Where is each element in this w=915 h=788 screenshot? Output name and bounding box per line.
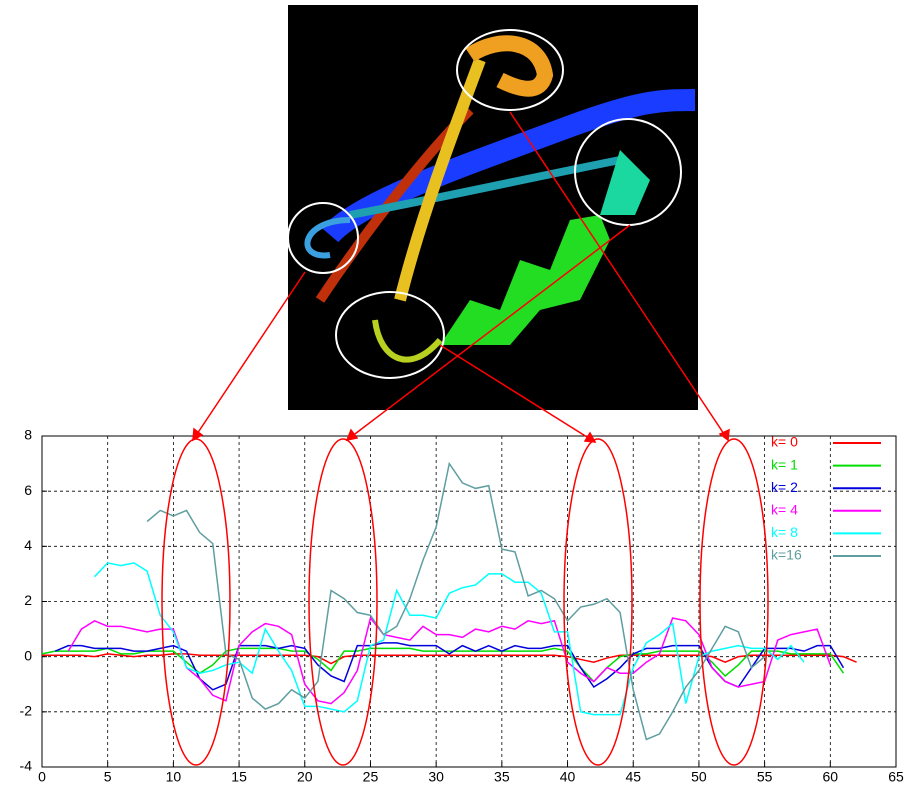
plot: -4 -2 0 2 4 6 8 0 5 10 15 20 25 30 35 40 45 50 55 60 65 k= 0 k… <box>20 427 904 785</box>
series-line <box>42 648 843 681</box>
x-tick-label: 65 <box>888 769 904 785</box>
y-tick-label: -4 <box>20 758 33 774</box>
y-tick-label: 0 <box>24 647 32 663</box>
y-tick-label: 4 <box>24 537 32 553</box>
y-tick-label: 2 <box>24 592 32 608</box>
x-tick-label: 40 <box>560 769 576 785</box>
legend-label: k= 4 <box>771 502 798 518</box>
series-line <box>147 464 765 740</box>
figure: -4 -2 0 2 4 6 8 0 5 10 15 20 25 30 35 40 45 50 55 60 65 k= 0 k… <box>0 0 915 788</box>
x-tick-label: 10 <box>166 769 182 785</box>
legend-label: k= 1 <box>771 456 798 472</box>
x-tick-label: 30 <box>428 769 444 785</box>
x-tick-label: 45 <box>625 769 641 785</box>
x-tick-label: 35 <box>494 769 510 785</box>
y-tick-label: -2 <box>20 703 33 719</box>
protein-image <box>288 5 698 410</box>
x-tick-label: 15 <box>231 769 247 785</box>
x-tick-label: 0 <box>38 769 46 785</box>
x-tick-label: 55 <box>757 769 773 785</box>
series-line <box>95 563 804 715</box>
y-tick-label: 6 <box>24 482 32 498</box>
legend-label: k=16 <box>771 547 802 563</box>
legend-label: k= 0 <box>771 434 798 450</box>
y-tick-label: 8 <box>24 427 32 443</box>
series-line <box>68 618 830 704</box>
x-tick-label: 5 <box>104 769 112 785</box>
x-tick-label: 25 <box>363 769 379 785</box>
legend-label: k= 8 <box>771 524 798 540</box>
x-tick-label: 50 <box>691 769 707 785</box>
x-tick-label: 20 <box>297 769 313 785</box>
page: -4 -2 0 2 4 6 8 0 5 10 15 20 25 30 35 40 45 50 55 60 65 k= 0 k… <box>0 0 915 788</box>
legend-label: k= 2 <box>771 479 798 495</box>
x-tick-label: 60 <box>823 769 839 785</box>
